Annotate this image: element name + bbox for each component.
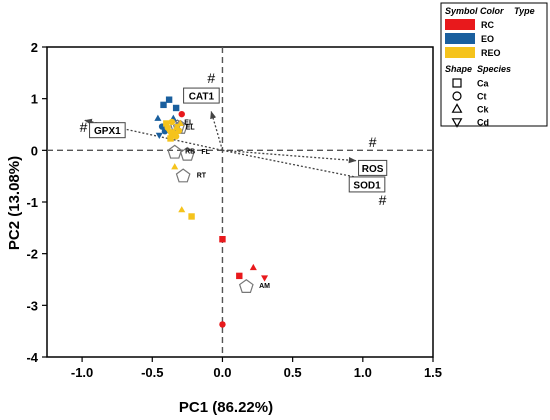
point-reo-square bbox=[188, 213, 195, 220]
centroid-label: AM bbox=[259, 283, 270, 290]
axis-ticks: -1.0 -0.5 0.0 0.5 1.0 1.5 -4 -3 -2 -1 0 1 2 bbox=[26, 40, 442, 380]
loading-label-cat1: CAT1 bbox=[189, 92, 215, 103]
significance-mark: # bbox=[207, 70, 215, 86]
point-eo-triangle-down bbox=[155, 132, 163, 140]
legend-heading-shape: Shape bbox=[445, 64, 472, 74]
legend: Symbol Color Type RC EO REO Shape Species Ca Ct C… bbox=[440, 2, 548, 128]
point-eo-triangle-up bbox=[154, 114, 162, 121]
legend-shape-ct bbox=[452, 91, 462, 101]
legend-swatch-reo bbox=[445, 47, 475, 58]
centroid-marker bbox=[175, 168, 191, 183]
legend-label-rc: RC bbox=[481, 20, 494, 30]
x-tick-label: 1.5 bbox=[424, 365, 442, 380]
y-tick-label: -1 bbox=[26, 195, 38, 210]
significance-mark: # bbox=[379, 192, 387, 208]
point-reo-triangle-down bbox=[174, 124, 182, 131]
point-rc-square bbox=[236, 272, 243, 280]
y-tick-label: -3 bbox=[26, 298, 38, 313]
loading-arrow-ros bbox=[222, 149, 357, 164]
x-tick-label: 0.0 bbox=[213, 365, 231, 380]
centroid-marker bbox=[180, 146, 195, 161]
loading-labels: CAT1#GPX1#ROS#SOD1# bbox=[80, 70, 388, 208]
point-rc-triangle-up bbox=[249, 263, 257, 271]
point-reo-square bbox=[167, 135, 174, 142]
point-rc-circle bbox=[178, 110, 185, 118]
loading-label-sod1: SOD1 bbox=[353, 180, 381, 191]
point-eo-square bbox=[172, 104, 180, 112]
point-eo-square bbox=[160, 101, 167, 109]
loading-vectors bbox=[84, 110, 378, 184]
centroid-label: RT bbox=[197, 173, 207, 180]
centroid-marker bbox=[238, 278, 254, 293]
legend-swatch-eo bbox=[445, 33, 475, 44]
loading-label-ros: ROS bbox=[362, 164, 384, 175]
loading-arrow-cat1 bbox=[210, 110, 224, 151]
x-tick-label: 0.5 bbox=[284, 365, 302, 380]
legend-species-ct: Ct bbox=[477, 92, 487, 102]
significance-mark: # bbox=[80, 119, 88, 135]
centroid-marker bbox=[167, 144, 183, 159]
legend-heading-type: Type bbox=[514, 6, 535, 16]
y-tick-label: 0 bbox=[31, 143, 38, 158]
point-rc-triangle-down bbox=[261, 275, 269, 282]
loading-label-gpx1: GPX1 bbox=[94, 126, 121, 137]
centroid-label: EL bbox=[184, 120, 194, 127]
data-points bbox=[154, 96, 269, 328]
loading-label-box bbox=[348, 176, 386, 193]
y-tick-label: 2 bbox=[31, 40, 38, 55]
y-tick-label: -2 bbox=[26, 247, 38, 262]
y-axis-title: PC2 (13.08%) bbox=[6, 156, 23, 250]
legend-shape-ca bbox=[452, 78, 462, 88]
x-axis-title: PC1 (86.22%) bbox=[179, 399, 273, 416]
legend-heading-color: Symbol Color bbox=[445, 6, 504, 16]
legend-label-reo: REO bbox=[481, 48, 501, 58]
centroid-label: RB bbox=[185, 148, 195, 155]
point-reo-circle bbox=[164, 124, 171, 131]
legend-species-ca: Ca bbox=[477, 79, 489, 89]
loading-label-box bbox=[89, 122, 126, 139]
x-tick-label: 1.0 bbox=[354, 365, 372, 380]
point-reo-triangle-up bbox=[178, 206, 186, 213]
legend-swatch-rc bbox=[445, 19, 475, 30]
legend-label-eo: EO bbox=[481, 34, 494, 44]
legend-shape-cd bbox=[451, 118, 463, 128]
point-reo-circle bbox=[168, 118, 176, 126]
legend-heading-species: Species bbox=[477, 64, 511, 74]
point-eo-square bbox=[165, 96, 173, 103]
point-reo-triangle-up bbox=[171, 163, 179, 170]
point-reo-circle bbox=[172, 133, 180, 140]
point-rc-circle bbox=[219, 321, 226, 328]
plot-border bbox=[46, 46, 434, 358]
x-tick-label: -1.0 bbox=[71, 365, 93, 380]
centroid-label: EL bbox=[186, 125, 196, 132]
loading-label-box bbox=[183, 87, 220, 104]
plot-frame bbox=[46, 46, 434, 358]
significance-mark: # bbox=[369, 134, 377, 150]
point-reo-square bbox=[163, 120, 170, 127]
point-rc-square bbox=[219, 236, 226, 243]
loading-label-box bbox=[358, 159, 388, 176]
legend-species-cd: Cd bbox=[477, 118, 489, 128]
x-tick-label: -0.5 bbox=[141, 365, 163, 380]
reference-lines bbox=[47, 47, 433, 357]
legend-species-ck: Ck bbox=[477, 105, 489, 115]
centroid-label: FL bbox=[201, 149, 210, 156]
legend-shape-ck bbox=[451, 103, 463, 113]
y-tick-label: -4 bbox=[26, 350, 38, 365]
y-tick-label: 1 bbox=[31, 92, 38, 107]
